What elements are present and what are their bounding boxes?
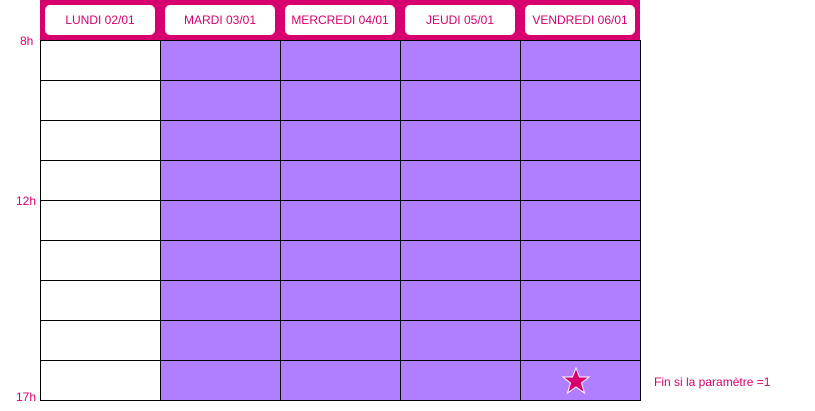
time-slot[interactable] (400, 360, 521, 401)
time-slot[interactable] (160, 240, 281, 281)
time-slot[interactable] (400, 200, 521, 241)
time-slot[interactable] (40, 320, 161, 361)
day-button[interactable]: JEUDI 05/01 (405, 5, 515, 35)
time-slot[interactable] (160, 320, 281, 361)
time-slot[interactable] (160, 120, 281, 161)
time-slot[interactable] (280, 320, 401, 361)
time-slot[interactable] (40, 160, 161, 201)
time-slot[interactable] (520, 80, 641, 121)
time-slot[interactable] (40, 360, 161, 401)
time-slot[interactable] (520, 120, 641, 161)
time-slot[interactable] (160, 160, 281, 201)
time-slot[interactable] (280, 360, 401, 401)
time-slot[interactable] (520, 160, 641, 201)
time-slot[interactable] (280, 40, 401, 81)
time-slot[interactable] (40, 80, 161, 121)
time-slot[interactable] (40, 200, 161, 241)
hour-label-mid: 12h (16, 194, 37, 208)
time-slot[interactable] (280, 200, 401, 241)
time-slot[interactable] (280, 120, 401, 161)
time-slot[interactable] (520, 280, 641, 321)
time-slot[interactable] (160, 360, 281, 401)
hour-label-end: 17h (16, 390, 37, 404)
time-slot[interactable] (160, 200, 281, 241)
time-slot[interactable] (280, 160, 401, 201)
star-icon (561, 366, 591, 395)
day-button[interactable]: MERCREDI 04/01 (285, 5, 395, 35)
time-slot[interactable] (160, 80, 281, 121)
day-button[interactable]: LUNDI 02/01 (45, 5, 155, 35)
time-slot[interactable] (40, 240, 161, 281)
hour-label-start: 8h (20, 34, 34, 48)
time-slot[interactable] (160, 40, 281, 81)
day-button[interactable]: MARDI 03/01 (165, 5, 275, 35)
end-condition-note: Fin si la paramètre =1 (654, 375, 771, 389)
time-slot[interactable] (40, 280, 161, 321)
time-slot[interactable] (280, 240, 401, 281)
time-slot[interactable] (520, 320, 641, 361)
time-slot[interactable] (400, 160, 521, 201)
time-slot[interactable] (520, 240, 641, 281)
time-slot[interactable] (400, 80, 521, 121)
time-slot[interactable] (400, 240, 521, 281)
time-slot[interactable] (400, 320, 521, 361)
time-slot[interactable] (400, 40, 521, 81)
schedule-grid (40, 40, 641, 401)
time-slot[interactable] (400, 120, 521, 161)
time-slot[interactable] (40, 120, 161, 161)
time-slot[interactable] (160, 280, 281, 321)
time-slot[interactable] (520, 40, 641, 81)
time-slot[interactable] (280, 80, 401, 121)
time-slot[interactable] (40, 40, 161, 81)
time-slot[interactable] (280, 280, 401, 321)
day-button[interactable]: VENDREDI 06/01 (525, 5, 635, 35)
time-slot[interactable] (400, 280, 521, 321)
time-slot[interactable] (520, 200, 641, 241)
